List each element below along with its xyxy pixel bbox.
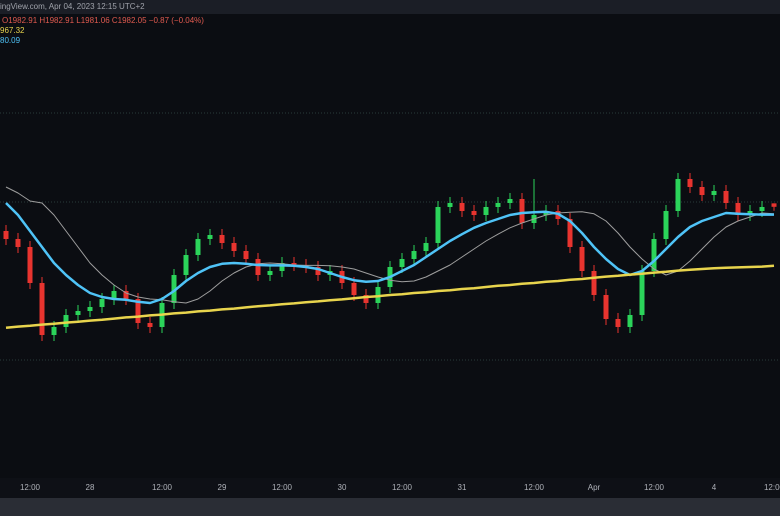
candle-body [3, 231, 9, 239]
candle-body [711, 191, 717, 195]
ma-line [5, 264, 775, 330]
candle-body [99, 299, 105, 307]
candle-body [447, 203, 453, 207]
chart-title: ingView.com, Apr 04, 2023 12:15 UTC+2 [0, 2, 145, 11]
candle-body [735, 203, 741, 215]
candle-body [219, 235, 225, 243]
candle-body [171, 275, 177, 303]
candle-body [507, 199, 513, 203]
candle-body [663, 211, 669, 239]
candle-body [615, 319, 621, 327]
candle-body [459, 203, 465, 211]
candle-body [699, 187, 705, 195]
candle-body [567, 219, 573, 247]
candle-body [471, 211, 477, 215]
candle-body [519, 199, 525, 223]
x-tick-label: 30 [338, 483, 347, 492]
candle-body [495, 203, 501, 207]
candle-body [75, 311, 81, 315]
candle-body [675, 179, 681, 211]
x-tick-label: 31 [458, 483, 467, 492]
candle-body [579, 247, 585, 271]
candle-body [411, 251, 417, 259]
x-tick-label: 12:00 [392, 483, 413, 492]
header-label: O1982.91 H1982.91 L1981.06 C1982.05 −0.8… [2, 16, 204, 25]
time-axis [0, 478, 780, 498]
candle-body [435, 207, 441, 243]
candle-body [243, 251, 249, 259]
candle-body [267, 271, 273, 275]
candle-body [255, 259, 261, 275]
top-bar [0, 0, 780, 14]
candle-body [363, 295, 369, 303]
candle-body [231, 243, 237, 251]
candle-body [207, 235, 213, 239]
candle-body [651, 239, 657, 271]
candle-body [759, 207, 765, 211]
x-tick-label: 12:00 [524, 483, 545, 492]
candle-body [423, 243, 429, 251]
candle-body [291, 263, 297, 265]
candle-body [51, 327, 57, 335]
candle-body [123, 291, 129, 299]
candle-body [627, 315, 633, 327]
candle-body [399, 259, 405, 267]
x-tick-label: 12:00 [644, 483, 665, 492]
candle-body [39, 283, 45, 335]
candle-body [723, 191, 729, 203]
candle-body [27, 247, 33, 283]
candle-body [183, 255, 189, 275]
candle-body [63, 315, 69, 327]
candle-body [771, 203, 777, 207]
x-tick-label: 28 [86, 483, 95, 492]
x-tick-label: 29 [218, 483, 227, 492]
candle-body [483, 207, 489, 215]
x-tick-label: 12:00 [152, 483, 173, 492]
candle-body [135, 299, 141, 323]
candle-body [591, 271, 597, 295]
header-label: 80.09 [0, 36, 21, 45]
header-label: 967.32 [0, 26, 25, 35]
ma-line [5, 186, 775, 304]
candle-body [279, 263, 285, 271]
candle-body [111, 291, 117, 299]
candle-body [687, 179, 693, 187]
x-tick-label: 4 [712, 483, 717, 492]
candle-body [351, 283, 357, 295]
candle-body [639, 271, 645, 315]
candle-body [87, 307, 93, 311]
candle-body [195, 239, 201, 255]
candle-body [315, 267, 321, 275]
candle-body [15, 239, 21, 247]
bottom-bar [0, 498, 780, 516]
ma-line [5, 202, 775, 305]
x-tick-label: 12:00 [272, 483, 293, 492]
x-tick-label: 12:00 [764, 483, 780, 492]
x-tick-label: 12:00 [20, 483, 41, 492]
candle-body [147, 323, 153, 327]
x-tick-label: Apr [588, 483, 601, 492]
candle-body [603, 295, 609, 319]
